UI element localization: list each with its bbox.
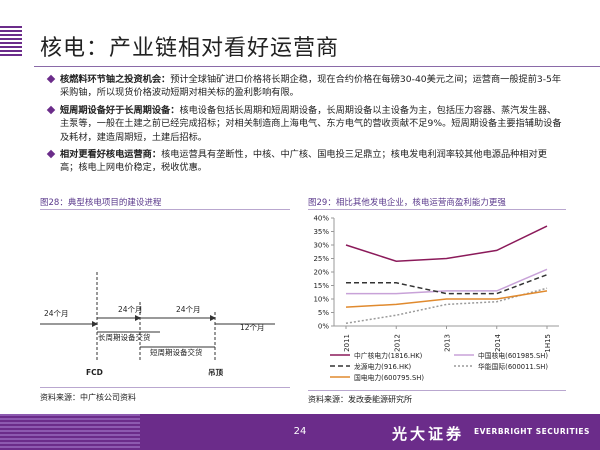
legend-label: 龙源电力(916.HK) [354, 362, 412, 371]
fig28-source: 资料来源：中广核公司资料 [40, 393, 136, 402]
page-title: 核电：产业链相对看好运营商 [40, 36, 340, 61]
footer-stripes [0, 414, 140, 450]
bullet-text: 预计全球铀矿进口价格将长期企稳，现在合约价格在每磅30-40美元之间；运营商一般… [60, 74, 562, 99]
x-tick-label: 2011 [343, 334, 351, 352]
fig28-bottom-rule [40, 387, 290, 388]
x-tick-label: 2013 [444, 334, 452, 352]
series-line [345, 287, 548, 325]
label-24-months-a: 24个月 [44, 309, 69, 318]
x-tick-label: 1H15 [544, 334, 552, 353]
y-tick-label: 10% [313, 296, 329, 304]
dome-label: 吊顶 [208, 368, 223, 377]
bullet-list: 核燃料环节铀之投资机会：预计全球铀矿进口价格将长期企稳，现在合约价格在每磅30-… [46, 73, 565, 179]
x-tick-label: 2014 [494, 333, 502, 351]
fig29-rule [308, 209, 566, 210]
fig28-timeline: 24个月 24个月 24个月 12个月 长周期设备交货 短周期设备交货 FCD … [40, 272, 275, 377]
diamond-bullet-icon [46, 105, 56, 115]
fig29-title: 图29：相比其他发电企业，核电运营商盈利能力更强 [308, 198, 506, 208]
y-tick-label: 20% [313, 269, 329, 277]
brand-logo-en: EVERBRIGHT SECURITIES [474, 427, 590, 436]
fig28-title: 图28：典型核电项目的建设进程 [40, 198, 162, 208]
series-line [345, 290, 548, 308]
fig29-bottom-rule [308, 390, 566, 391]
bullet-item: 相对更看好核电运营商：核电运营具有垄断性，中核、中广核、国电投三足鼎立；核电发电… [46, 148, 565, 175]
fcd-label: FCD [86, 368, 103, 377]
label-24-months-c: 24个月 [176, 305, 201, 314]
corner-stripes [0, 26, 22, 60]
y-tick-label: 40% [313, 215, 329, 223]
y-tick-label: 25% [313, 255, 329, 263]
y-tick-label: 15% [313, 282, 329, 290]
footer-bar: 24 光大证券 EVERBRIGHT SECURITIES [0, 414, 600, 450]
fig28-rule [40, 209, 290, 210]
series-line [346, 273, 548, 295]
y-tick-label: 35% [313, 228, 329, 236]
brand-logo-cn: 光大证券 [392, 425, 465, 443]
legend-label: 中广核电力(1816.HK) [354, 351, 423, 360]
bullet-item: 短周期设备好于长周期设备：核电设备包括长周期和短周期设备，长周期设备以主设备为主… [46, 104, 565, 144]
bullet-lead: 短周期设备好于长周期设备： [60, 104, 180, 116]
bullet-item: 核燃料环节铀之投资机会：预计全球铀矿进口价格将长期企稳，现在合约价格在每磅30-… [46, 73, 565, 100]
diamond-bullet-icon [46, 149, 56, 159]
long-cycle-label: 长周期设备交货 [98, 332, 151, 342]
bullet-lead: 相对更看好核电运营商： [60, 149, 162, 161]
bullet-text: 核电设备包括长周期和短周期设备，长周期设备以主设备为主，包括压力容器、蒸汽发生器… [60, 104, 562, 143]
legend-label: 华能国际(600011.SH) [478, 362, 548, 371]
series-line [345, 225, 548, 262]
page-number: 24 [293, 426, 307, 437]
diamond-bullet-icon [46, 74, 56, 84]
label-12-months: 12个月 [240, 323, 265, 332]
bullet-text: 核电运营具有垄断性，中核、中广核、国电投三足鼎立；核电发电利润率较其他电源品种相… [60, 149, 547, 174]
x-tick-label: 2012 [393, 334, 401, 352]
legend-label: 国电电力(600795.SH) [354, 373, 424, 382]
y-tick-label: 5% [318, 309, 329, 317]
series-line [346, 268, 548, 295]
y-tick-label: 0% [318, 323, 329, 331]
legend-label: 中国核电(601985.SH) [478, 351, 548, 360]
short-cycle-label: 短周期设备交货 [150, 347, 203, 357]
y-tick-label: 30% [313, 242, 329, 250]
title-rule [34, 66, 600, 67]
fig29-chart: 0% 5% 10% 15% 20% 25% 30% 35% 40% 2011 2012 2013 201… [313, 215, 559, 382]
label-24-months-b: 24个月 [118, 305, 143, 314]
bullet-lead: 核燃料环节铀之投资机会： [60, 74, 171, 85]
fig29-source: 资料来源：发改委能源研究所 [308, 395, 412, 404]
